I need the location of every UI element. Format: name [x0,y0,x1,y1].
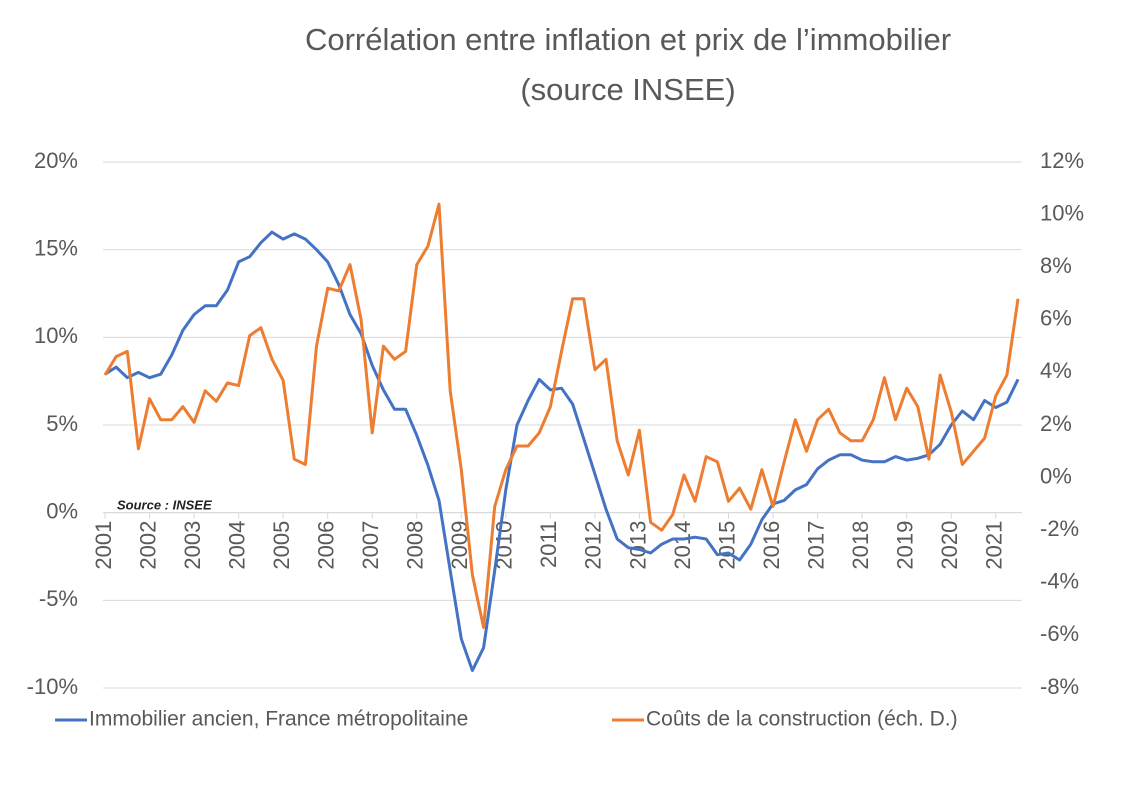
x-tick-label: 2005 [269,521,294,570]
x-tick-label: 2020 [937,521,962,570]
x-tick-label: 2004 [224,521,249,570]
legend-label: Coûts de la construction (éch. D.) [646,708,958,731]
series-line [103,202,1020,629]
y-tick-label: 15% [34,235,78,260]
x-tick-label: 2018 [848,521,873,570]
x-tick-label: 2003 [180,521,205,570]
y2-tick-label: -4% [1040,569,1079,594]
x-tick-label: 2021 [982,521,1007,570]
y2-tick-label: 6% [1040,306,1072,331]
y2-tick-label: 4% [1040,358,1072,383]
y2-tick-label: 8% [1040,253,1072,278]
x-tick-label: 2013 [625,521,650,570]
source-note: Source : INSEE [117,497,212,512]
chart-subtitle: (source INSEE) [520,72,735,107]
y2-tick-label: -2% [1040,516,1079,541]
y2-tick-label: -8% [1040,674,1079,699]
x-tick-label: 2015 [714,521,739,570]
x-tick-label: 2011 [536,521,561,568]
x-tick-label: 2002 [135,521,160,570]
y-tick-label: 5% [46,411,78,436]
x-tick-label: 2016 [759,521,784,570]
series-line [104,230,1020,672]
x-tick-label: 2006 [313,521,338,570]
legend-label: Immobilier ancien, France métropolitaine [89,708,468,731]
y-tick-label: -10% [27,674,78,699]
y-tick-label: 10% [34,323,78,348]
y2-tick-label: 10% [1040,200,1084,225]
x-tick-label: 2017 [803,521,828,570]
x-tick-label: 2008 [403,521,428,570]
x-tick-label: 2001 [91,521,116,570]
y2-tick-label: -6% [1040,621,1079,646]
y-tick-label: 0% [46,498,78,523]
chart-title: Corrélation entre inflation et prix de l… [305,22,951,57]
y2-tick-label: 12% [1040,148,1084,173]
y-tick-label: -5% [39,586,78,611]
x-tick-label: 2007 [358,521,383,570]
y2-tick-label: 0% [1040,463,1072,488]
x-tick-label: 2012 [581,521,606,570]
y2-tick-label: 2% [1040,411,1072,436]
x-tick-label: 2019 [892,521,917,570]
y-tick-label: 20% [34,148,78,173]
x-tick-label: 2014 [670,521,695,570]
